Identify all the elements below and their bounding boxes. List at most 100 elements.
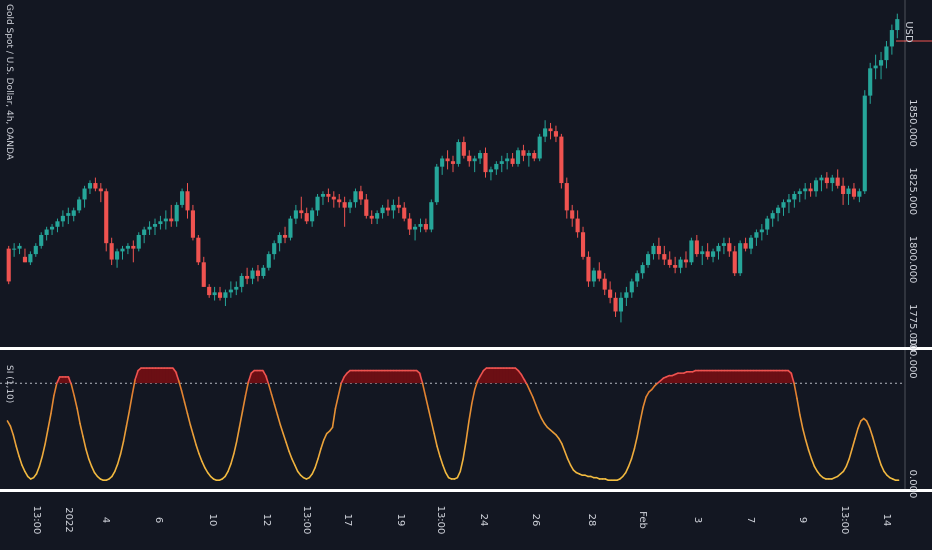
overbought-bar	[389, 370, 393, 384]
candle	[754, 229, 759, 246]
candle	[602, 273, 607, 296]
candle-body	[158, 221, 163, 225]
si-line-segment	[566, 457, 572, 466]
candle	[369, 210, 374, 225]
overbought-bar	[783, 370, 788, 384]
overbought-bar	[760, 370, 764, 384]
candle-body	[884, 46, 889, 61]
candle-body	[272, 243, 277, 255]
si-line-segment	[468, 402, 473, 422]
candle	[142, 226, 147, 244]
candle-body	[396, 204, 401, 208]
candle-body	[456, 142, 461, 164]
candle	[846, 185, 851, 205]
candle-body	[152, 224, 158, 227]
si-line-segment	[630, 447, 636, 460]
candle	[6, 245, 11, 285]
candle	[217, 286, 223, 301]
candle	[304, 207, 309, 225]
candle-body	[120, 248, 125, 252]
overbought-bar	[380, 370, 384, 384]
si-line-segment	[877, 455, 882, 466]
si-line-segment	[436, 445, 441, 458]
candle-body	[82, 188, 87, 200]
si-line-segment	[799, 413, 804, 430]
candle	[483, 147, 488, 178]
indicator-pane[interactable]: SI (1,10) 100.000 0.000	[0, 337, 918, 498]
candle	[39, 232, 44, 249]
candle-body	[39, 234, 44, 246]
candle	[131, 240, 136, 263]
candle	[478, 150, 483, 164]
pane-separator-top[interactable]	[0, 347, 932, 350]
candle-body	[515, 150, 521, 164]
candle-body	[727, 243, 732, 252]
overbought-bar	[749, 370, 753, 384]
candle	[797, 188, 802, 203]
si-line-segment	[317, 447, 322, 460]
candle	[700, 245, 705, 266]
candle	[629, 278, 634, 298]
symbol-title[interactable]: Gold Spot / U.S. Dollar, 4h, OANDA	[4, 4, 14, 161]
si-line-segment	[267, 383, 273, 396]
overbought-bar	[490, 368, 494, 384]
candle	[803, 183, 808, 200]
candle-body	[651, 245, 656, 255]
candle	[239, 273, 244, 293]
si-line-segment	[801, 427, 807, 441]
candle	[824, 172, 829, 189]
overbought-bar	[740, 370, 744, 384]
time-tick-label: 13:00	[839, 506, 850, 535]
indicator-tick-label: 0.000	[907, 470, 918, 499]
overbought-bar	[406, 370, 410, 384]
time-tick-label: 13:00	[31, 506, 42, 535]
si-line-segment	[233, 440, 238, 455]
candle-body	[472, 158, 477, 162]
candle-body	[440, 158, 445, 167]
candle	[532, 150, 537, 162]
time-axis[interactable]: 13:00 2022 4 6 10 12 13:00 17 19 13:00 24 26 28 Feb 3 7…	[31, 506, 892, 535]
candle	[337, 193, 342, 208]
candle	[22, 248, 28, 263]
overbought-bar	[142, 368, 146, 384]
si-line-segment	[192, 434, 197, 446]
candle-body	[570, 210, 575, 219]
candle	[895, 13, 900, 39]
candle-body	[640, 265, 645, 274]
candle	[510, 153, 515, 167]
candle-body	[109, 243, 114, 260]
candle	[147, 221, 152, 235]
overbought-bar	[139, 368, 143, 384]
overbought-bar	[676, 373, 680, 384]
candle	[683, 251, 689, 268]
candle	[87, 180, 93, 194]
pane-separator-bottom[interactable]	[0, 489, 932, 492]
overbought-bar	[397, 370, 402, 384]
si-line-segment	[479, 369, 485, 377]
si-line-segment	[471, 388, 476, 405]
time-tick-label: 4	[100, 517, 111, 523]
overbought-bar	[505, 368, 509, 384]
si-line-segment	[874, 445, 880, 458]
si-line-segment	[183, 401, 189, 415]
price-pane[interactable]	[6, 13, 932, 323]
candle	[635, 270, 640, 287]
si-line-segment	[433, 432, 438, 448]
candle-body	[293, 210, 298, 219]
price-axis[interactable]: 1775.000 1800.000 1825.000 1850.000 USD	[903, 0, 918, 352]
overbought-bar	[743, 370, 747, 384]
candle-body	[553, 131, 559, 137]
overbought-bar	[728, 370, 732, 384]
candle	[380, 204, 385, 219]
candle	[272, 240, 277, 260]
candle-body	[689, 240, 694, 263]
candle-body	[245, 275, 250, 279]
candle	[315, 193, 320, 216]
overbought-bar	[780, 370, 785, 384]
candle-body	[813, 180, 819, 192]
overbought-bar	[691, 371, 695, 384]
candle	[347, 199, 353, 214]
overbought-bar	[746, 370, 750, 384]
indicator-title[interactable]: SI (1,10)	[4, 365, 14, 403]
candle-body	[380, 207, 385, 214]
